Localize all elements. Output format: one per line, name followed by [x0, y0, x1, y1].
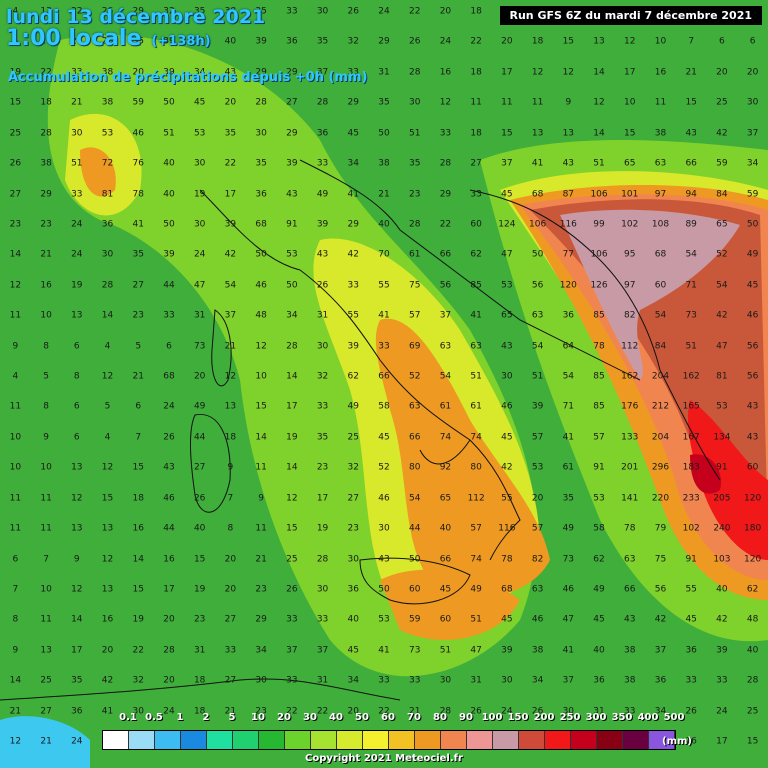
- zone-red: [688, 400, 768, 560]
- legend-tick-label: 5: [228, 712, 236, 723]
- zone-orange: [375, 318, 550, 598]
- map-subtitle: Accumulation de précipitations depuis +0…: [8, 70, 368, 85]
- legend-swatch: [207, 731, 233, 749]
- legend-swatch: [259, 731, 285, 749]
- legend-labels: 0.1 0.5 1 2 5 10 20 30 40 50 60 70 80 90 100 150 200 250 3…: [102, 712, 684, 724]
- legend-tick-label: 100: [481, 712, 503, 723]
- legend-swatch: [597, 731, 623, 749]
- copyright: Copyright 2021 Meteociel.fr: [305, 753, 463, 764]
- title-block: lundi 13 décembre 2021 1:00 locale (+138h…: [6, 6, 265, 51]
- legend-swatch: [181, 731, 207, 749]
- legend-tick-label: 350: [611, 712, 633, 723]
- coastline-sardinia: [190, 414, 231, 513]
- legend-tick-label: 50: [355, 712, 369, 723]
- zone-orange-south: [380, 569, 520, 640]
- legend-tick-label: 70: [407, 712, 421, 723]
- legend-tick-label: 10: [251, 712, 265, 723]
- coastline-adriatic: [299, 159, 641, 381]
- zone-pink: [560, 209, 740, 380]
- legend-swatch: [571, 731, 597, 749]
- run-info: Run GFS 6Z du mardi 7 décembre 2021: [499, 6, 762, 25]
- zone-dark-red: [690, 454, 721, 494]
- legend-swatch: [129, 731, 155, 749]
- legend-swatch: [467, 731, 493, 749]
- legend-tick-label: 0.1: [119, 712, 137, 723]
- legend-tick-label: 250: [559, 712, 581, 723]
- coastline-balkans: [469, 189, 721, 481]
- legend-tick-label: 200: [533, 712, 555, 723]
- legend-tick-label: 150: [507, 712, 529, 723]
- legend-tick-label: 2: [202, 712, 210, 723]
- legend-swatch: [545, 731, 571, 749]
- coastlines: [0, 159, 721, 701]
- legend-tick-label: 20: [277, 712, 291, 723]
- legend-swatch: [623, 731, 649, 749]
- date-title: lundi 13 décembre 2021: [6, 6, 266, 28]
- coastline-sicily: [359, 557, 471, 605]
- coastline-africa: [0, 678, 401, 701]
- legend-swatch: [415, 731, 441, 749]
- color-legend: 0.1 0.5 1 2 5 10 20 30 40 50 60 70 80 90 100 150 200 250 3…: [102, 712, 702, 752]
- legend-swatch: [519, 731, 545, 749]
- legend-swatch: [649, 731, 675, 749]
- local-time: 1:00 locale: [6, 26, 142, 51]
- zone-orange-northwest: [80, 147, 116, 197]
- legend-bar: [102, 730, 676, 750]
- zone-cyan: [0, 716, 90, 768]
- legend-unit: (mm): [662, 736, 692, 747]
- legend-tick-label: 1: [176, 712, 184, 723]
- legend-swatch: [285, 731, 311, 749]
- legend-swatch: [363, 731, 389, 749]
- time-title: 1:00 locale (+138h): [6, 26, 265, 51]
- legend-swatch: [493, 731, 519, 749]
- legend-tick-label: 60: [381, 712, 395, 723]
- legend-tick-label: 30: [303, 712, 317, 723]
- legend-tick-label: 80: [433, 712, 447, 723]
- legend-tick-label: 40: [329, 712, 343, 723]
- legend-tick-label: 0.5: [145, 712, 163, 723]
- legend-tick-label: 500: [663, 712, 685, 723]
- lead-time: (+138h): [151, 34, 211, 49]
- legend-swatch: [441, 731, 467, 749]
- legend-tick-label: 300: [585, 712, 607, 723]
- legend-swatch: [337, 731, 363, 749]
- legend-tick-label: 400: [637, 712, 659, 723]
- legend-swatch: [233, 731, 259, 749]
- legend-swatch: [155, 731, 181, 749]
- coastline-corsica: [211, 309, 232, 387]
- legend-swatch: [103, 731, 129, 749]
- legend-swatch: [311, 731, 337, 749]
- legend-swatch: [389, 731, 415, 749]
- coastline-italy: [199, 189, 521, 561]
- legend-tick-label: 90: [459, 712, 473, 723]
